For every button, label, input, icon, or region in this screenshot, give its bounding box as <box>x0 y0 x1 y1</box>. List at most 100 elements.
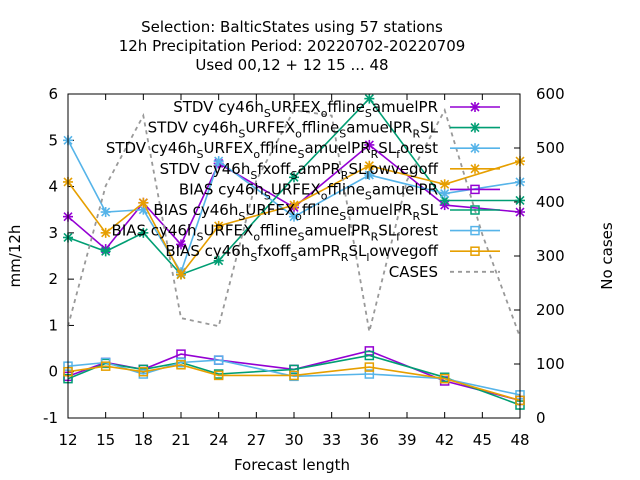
y2-tick-label: 100 <box>536 355 565 373</box>
legend-label-part: S <box>264 189 271 202</box>
legend-label: BIAS cy46hSURFEXofflineSamuelPRRSLforest <box>112 222 439 244</box>
legend-entry-8: CASES <box>389 263 500 281</box>
legend-label-part: R <box>371 148 379 161</box>
legend-entry-5: BIAS cy46hSURFEXofflineSamuelPRRSL <box>153 201 500 223</box>
legend-label: BIAS cy46hSURFEXofflineSamuelPR <box>179 180 438 202</box>
legend-label-part: R <box>371 231 379 244</box>
legend-label-part: l <box>366 251 369 264</box>
x-tick-label: 12 <box>58 431 77 449</box>
legend-label-part: S <box>250 251 257 264</box>
y-tick-label: 4 <box>48 178 58 196</box>
legend-label-text: BIAS cy46h <box>179 180 264 198</box>
legend-label: BIAS cy46hSfxoffSamPRRSLlowvegoff <box>165 242 438 264</box>
legend-swatch-marker <box>470 143 480 154</box>
legend-label-part: SL <box>348 242 367 260</box>
legend-label-part: R <box>412 210 420 223</box>
legend-entry-2: STDV cy46hSURFEXofflineSamuelPRRSLforest <box>106 139 500 161</box>
data-point <box>364 139 375 150</box>
legend-label-part: R <box>341 169 349 182</box>
series-line <box>67 107 521 338</box>
data-point <box>213 220 224 231</box>
legend-label-part: S <box>297 148 304 161</box>
plot-frame <box>67 93 521 419</box>
legend-label-part: ffline <box>302 201 339 219</box>
legend-entry-6: BIAS cy46hSURFEXofflineSamuelPRRSLforest <box>112 222 500 244</box>
y2-axis-label: No cases <box>598 222 616 290</box>
data-point <box>439 188 450 199</box>
y-axis-label: mm/12h <box>6 225 24 288</box>
legend-label-part: S <box>365 107 372 120</box>
legend-label-part: S <box>197 231 204 244</box>
legend-label-part: amuelPR <box>304 222 370 240</box>
data-point <box>176 269 186 280</box>
legend-label-part: R <box>341 251 349 264</box>
y-tick-label: 2 <box>48 270 58 288</box>
legend-label-part: ffline <box>327 98 364 116</box>
legend-label-part: amuelPR <box>304 139 370 157</box>
legend-label-part: ffline <box>327 180 364 198</box>
series-line <box>67 363 521 402</box>
legend-swatch-marker <box>470 102 480 112</box>
y2-tick-label: 600 <box>536 85 565 103</box>
x-tick-label: 48 <box>510 431 529 449</box>
data-point <box>289 370 299 381</box>
y2-tick-label: 0 <box>536 409 546 427</box>
x-tick-label: 30 <box>284 431 303 449</box>
x-tick-label: 39 <box>397 431 416 449</box>
data-point <box>138 227 149 238</box>
series-line <box>67 359 521 396</box>
y-tick-label: 3 <box>48 224 58 242</box>
legend-label-part: S <box>339 210 346 223</box>
data-point <box>364 93 375 104</box>
legend-swatch-marker <box>470 122 480 133</box>
data-point <box>100 227 111 238</box>
series-line <box>67 354 521 406</box>
x-tick-label: 33 <box>322 431 341 449</box>
legend-label-part: S <box>197 148 204 161</box>
y-tick-label: 0 <box>48 363 58 381</box>
legend-label-text: BIAS cy46h <box>153 201 238 219</box>
data-point <box>289 172 299 183</box>
legend-entry-1: STDV cy46hSURFEXofflineSamuelPRRSL <box>148 119 500 141</box>
y-tick-label: 1 <box>48 316 58 334</box>
legend-label-part: URFEX <box>245 201 295 219</box>
legend-label-part: amPR <box>298 242 341 260</box>
legend-label-part: l <box>366 169 369 182</box>
legend-label-part: f <box>396 231 401 244</box>
legend-label-part: URFEX <box>271 180 321 198</box>
legend-label-part: S <box>291 251 298 264</box>
legend-entry-4: BIAS cy46hSURFEXofflineSamuelPR <box>179 180 500 202</box>
legend-label-part: R <box>412 128 420 141</box>
legend-label-part: SL <box>420 201 439 219</box>
legend-label-part: o <box>253 148 260 161</box>
data-point <box>213 255 224 266</box>
legend-label-part: S <box>339 128 346 141</box>
data-point <box>289 211 299 222</box>
series-7 <box>63 360 525 406</box>
legend-swatch-marker <box>470 184 480 195</box>
title-line-2: 12h Precipitation Period: 20220702-20220… <box>119 37 466 55</box>
x-tick-label: 24 <box>209 431 228 449</box>
legend-label-part: amPR <box>298 160 341 178</box>
legend-label-part: S <box>238 128 245 141</box>
y2-tick-label: 300 <box>536 247 565 265</box>
x-axis-label: Forecast length <box>234 456 350 474</box>
legend-label-part: ffline <box>302 119 339 137</box>
chart-title: Selection: BalticStates using 57 station… <box>119 18 466 74</box>
legend-label-part: o <box>295 210 302 223</box>
data-point <box>289 200 299 211</box>
data-point <box>439 179 450 190</box>
x-tick-label: 18 <box>134 431 153 449</box>
legend-label-text: STDV cy46h <box>173 98 264 116</box>
legend-label-part: f <box>396 148 401 161</box>
y-tick-label: 6 <box>48 85 58 103</box>
y2-tick-label: 500 <box>536 139 565 157</box>
data-point <box>100 207 111 218</box>
legend-label-part: orest <box>400 139 438 157</box>
legend-label-part: SL <box>378 222 397 240</box>
data-point <box>100 361 111 371</box>
legend-label-text: STDV cy46h <box>148 119 239 137</box>
data-point <box>364 362 375 372</box>
